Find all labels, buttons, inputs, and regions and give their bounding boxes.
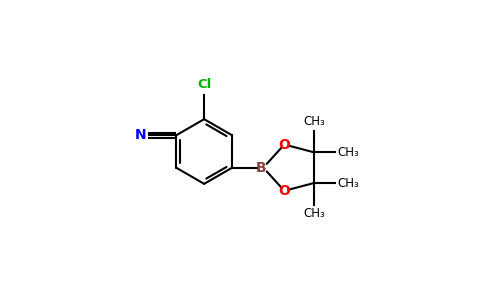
Text: Cl: Cl <box>197 78 212 92</box>
Text: N: N <box>135 128 146 142</box>
Text: CH₃: CH₃ <box>338 146 360 159</box>
Text: CH₃: CH₃ <box>338 177 360 190</box>
Text: O: O <box>279 138 290 152</box>
Text: CH₃: CH₃ <box>303 116 325 128</box>
Text: B: B <box>256 161 267 175</box>
Text: O: O <box>279 184 290 198</box>
Text: CH₃: CH₃ <box>303 207 325 220</box>
